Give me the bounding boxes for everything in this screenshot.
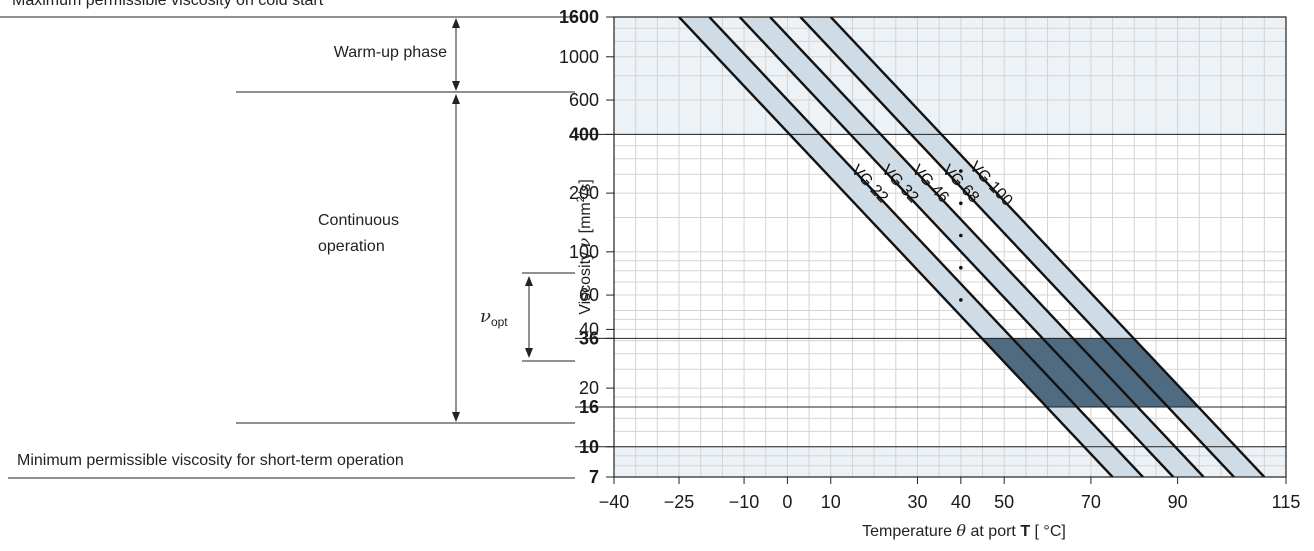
- y-axis-title-unit-pre: [mm: [577, 202, 594, 238]
- y-tick-label: 36: [579, 328, 599, 348]
- y-axis-title-prefix: Viscosity: [577, 248, 594, 315]
- x-tick-label: 115: [1272, 492, 1301, 512]
- y-axis-title-unit-post: /s]: [577, 179, 594, 196]
- series-line-vg-32: [708, 17, 1144, 477]
- continuous-label-line1: Continuous: [318, 212, 399, 229]
- plot-frame: [613, 16, 1287, 478]
- x-tick-label: −10: [729, 492, 760, 512]
- x-tick-label: −25: [664, 492, 695, 512]
- x-tick-label: 50: [994, 492, 1014, 512]
- y-tick-label: 100: [569, 242, 599, 262]
- nu-opt-arrow-top-head: [525, 276, 533, 286]
- y-axis-title: Viscosity ν [mm2/s]: [575, 179, 594, 315]
- warmup-label: Warm-up phase: [334, 44, 447, 61]
- x-tick-label: 70: [1081, 492, 1101, 512]
- nu-opt-subscript: opt: [491, 315, 508, 329]
- nu-opt-arrow-bottom-head: [525, 348, 533, 358]
- x-tick-label: 10: [821, 492, 841, 512]
- series-line-vg-68: [769, 17, 1205, 477]
- optimal-region: [981, 338, 1199, 407]
- warmup-arrow-bottom-head: [452, 81, 460, 91]
- reference-dot: [959, 201, 963, 206]
- x-axis-title: Temperature θ at port T [ °C]: [862, 521, 1066, 540]
- x-axis-ticks: −40 −25 −10 0 10 30 40 50 70 90 115: [599, 477, 1301, 512]
- y-axis-title-unit-sup: 2: [575, 196, 587, 202]
- viscosity-lines: [678, 17, 1266, 477]
- x-tick-label: 40: [951, 492, 971, 512]
- series-line-vg-22: [678, 17, 1114, 477]
- series-line-vg-46: [738, 17, 1175, 477]
- y-tick-label: 7: [589, 467, 599, 487]
- left-panel: Maximum permissible viscosity on cold st…: [0, 0, 575, 479]
- reference-dot: [959, 298, 963, 302]
- min-viscosity-label: Minimum permissible viscosity for short-…: [17, 452, 404, 469]
- continuous-arrow-bottom-head: [452, 412, 460, 422]
- x-axis-title-symbol: θ: [956, 521, 966, 540]
- max-viscosity-label: Maximum permissible viscosity on cold st…: [12, 0, 324, 9]
- reference-dots: [959, 169, 963, 302]
- x-axis-title-middle: at port: [966, 523, 1020, 540]
- y-tick-label: 10: [579, 437, 599, 457]
- x-tick-label: 90: [1168, 492, 1188, 512]
- optimal-viscosity-area: [981, 338, 1199, 407]
- y-tick-label: 1000: [559, 47, 599, 67]
- y-tick-label: 16: [579, 397, 599, 417]
- y-tick-label: 60: [579, 285, 599, 305]
- series-line-boundary: [829, 17, 1266, 477]
- reference-dot: [959, 233, 963, 238]
- continuous-label-line2: operation: [318, 238, 385, 255]
- continuous-arrow-top-head: [452, 94, 460, 104]
- y-tick-label: 1600: [559, 7, 599, 27]
- x-tick-label: 30: [907, 492, 927, 512]
- x-axis-title-unit: [ °C]: [1030, 523, 1066, 540]
- nu-opt-symbol: ν: [480, 306, 491, 327]
- series-line-vg-100: [799, 17, 1235, 477]
- x-axis-title-port: T: [1020, 523, 1030, 540]
- y-tick-label: 20: [579, 378, 599, 398]
- y-tick-label: 200: [569, 183, 599, 203]
- x-axis-title-prefix: Temperature: [862, 523, 956, 540]
- x-tick-label: 0: [782, 492, 792, 512]
- reference-dot: [959, 265, 963, 270]
- y-axis-title-symbol: ν: [575, 238, 594, 248]
- y-tick-label: 40: [579, 319, 599, 339]
- x-tick-label: −40: [599, 492, 630, 512]
- y-tick-label: 400: [569, 124, 599, 144]
- warmup-arrow-top-head: [452, 18, 460, 28]
- reference-dot: [959, 169, 963, 173]
- y-tick-label: 600: [569, 90, 599, 110]
- nu-opt-label: νopt: [480, 306, 508, 329]
